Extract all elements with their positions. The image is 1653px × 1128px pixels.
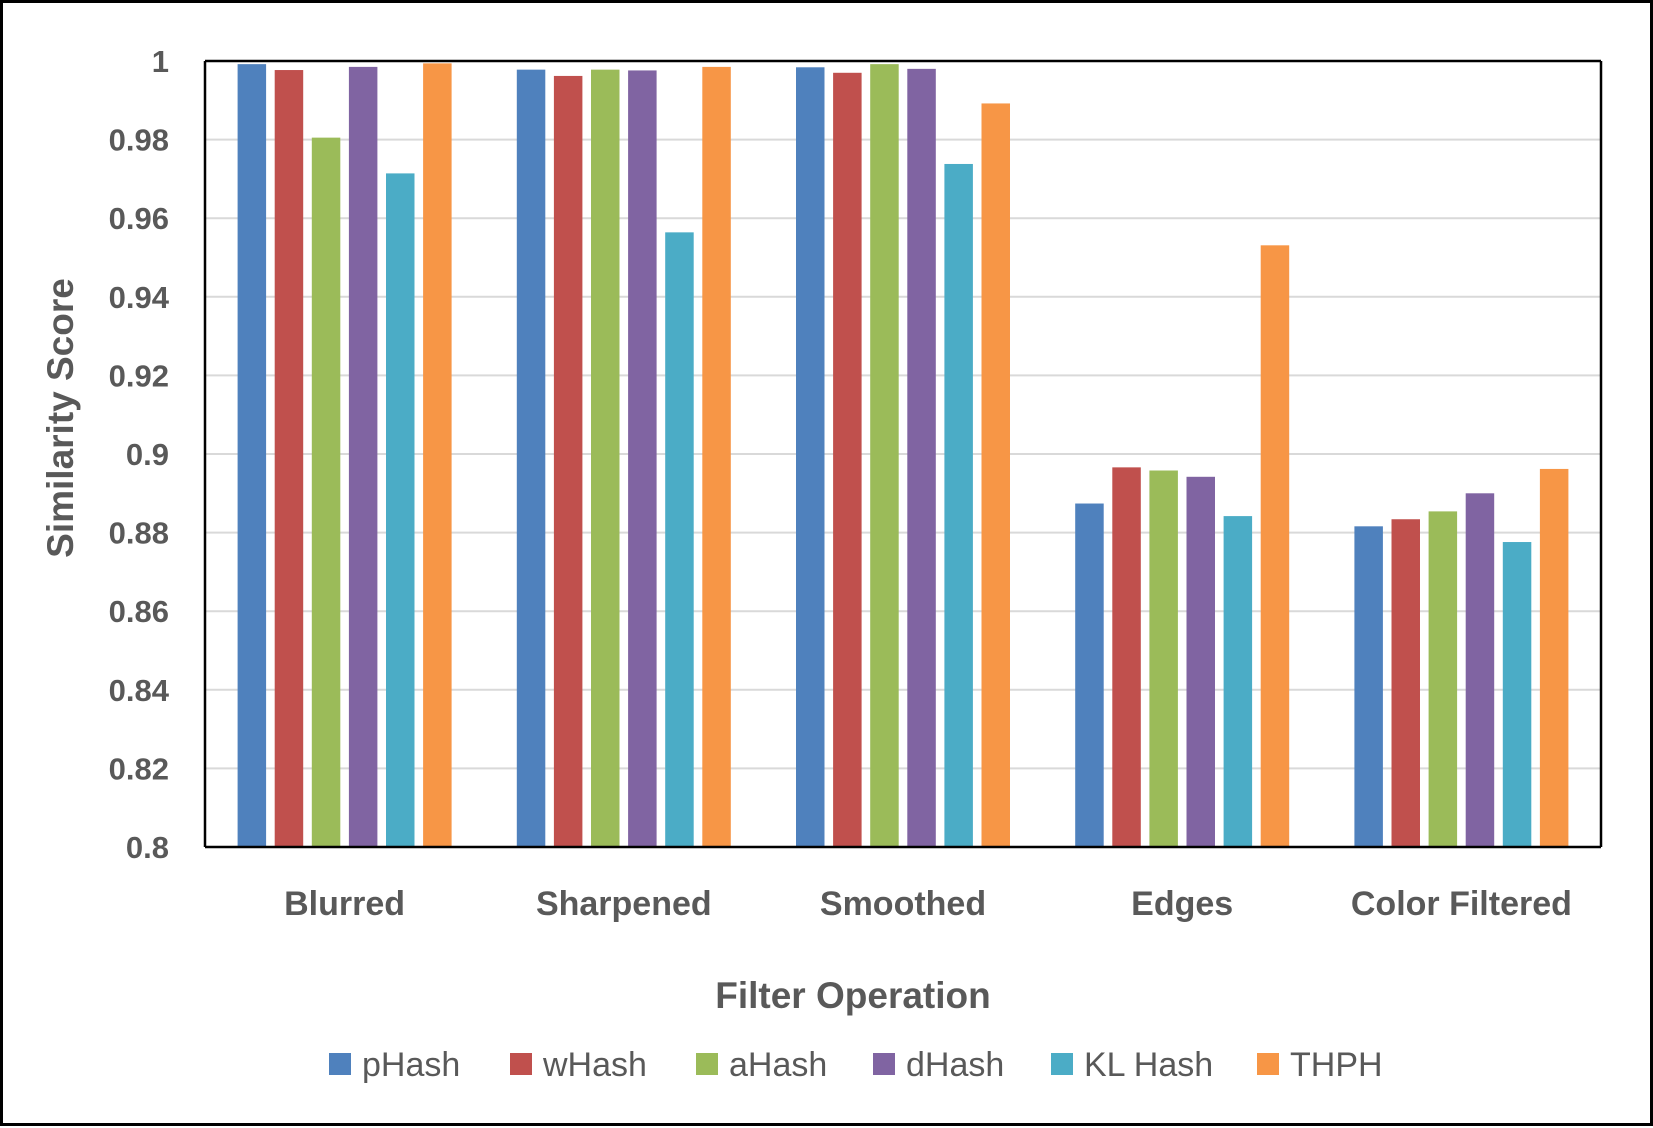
x-category-label: Smoothed (820, 885, 986, 923)
bar-whash (1112, 467, 1141, 847)
legend-swatch (329, 1053, 351, 1075)
bar-whash (274, 70, 304, 847)
bar-thph (1260, 245, 1290, 847)
y-tick-label: 0.82 (109, 751, 169, 786)
bar-whash (833, 72, 862, 848)
legend-swatch (1257, 1053, 1279, 1075)
bar-kl-hash (665, 232, 694, 847)
legend-label: THPH (1290, 1046, 1383, 1084)
y-tick-label: 0.9 (126, 437, 169, 472)
bar-kl-hash (1502, 542, 1532, 847)
bar-phash (796, 67, 825, 847)
bar-dhash (907, 68, 936, 848)
legend-swatch (696, 1053, 718, 1075)
x-category-labels: Blurred Sharpened Smoothed Edges Color Filte… (284, 885, 1572, 923)
y-tick-label: 0.88 (109, 516, 169, 551)
x-category-label: Sharpened (536, 885, 712, 923)
bar-chart: 0.80.820.840.860.880.90.920.940.960.981 … (40, 44, 1603, 1084)
legend: pHash wHash aHash dHash KL Hash THPH (329, 1046, 1383, 1084)
bar-thph (1539, 468, 1569, 847)
y-tick-labels: 0.8 0.82 0.84 0.86 0.88 0.9 0.92 0.94 0.96 0.98 1 (109, 44, 170, 865)
legend-swatch (1051, 1053, 1073, 1075)
y-axis-title: Similarity Score (40, 278, 81, 558)
x-category-label: Blurred (284, 885, 405, 923)
bars (237, 63, 1569, 848)
bar-thph (702, 66, 731, 847)
bar-ahash (1428, 511, 1458, 847)
bar-dhash (1186, 476, 1215, 847)
x-category-label: Edges (1131, 885, 1233, 923)
legend-label: pHash (362, 1046, 460, 1084)
y-tick-label: 0.84 (109, 673, 170, 708)
axes (203, 59, 1603, 849)
x-category-label: Color Filtered (1351, 885, 1572, 923)
legend-swatch (510, 1053, 532, 1075)
bar-thph (423, 63, 452, 847)
bar-dhash (628, 70, 657, 847)
x-axis-title: Filter Operation (715, 975, 990, 1016)
bar-phash (1075, 503, 1104, 847)
bar-kl-hash (1223, 516, 1253, 847)
y-tick-label: 0.86 (109, 594, 169, 629)
bar-ahash (591, 69, 620, 847)
y-tick-label: 0.98 (109, 123, 169, 158)
bar-thph (981, 103, 1010, 848)
y-tick-label: 0.96 (109, 201, 169, 236)
bar-whash (553, 75, 583, 847)
bar-phash (1354, 526, 1383, 847)
y-tick-label: 0.8 (126, 830, 169, 865)
legend-label: wHash (542, 1046, 647, 1084)
bar-whash (1391, 519, 1420, 847)
bar-dhash (348, 66, 378, 847)
legend-label: aHash (729, 1046, 827, 1084)
bar-phash (516, 69, 546, 847)
bar-ahash (1149, 470, 1178, 847)
bar-kl-hash (386, 173, 415, 847)
y-tick-label: 0.94 (109, 280, 170, 315)
bar-ahash (870, 64, 899, 848)
bar-kl-hash (944, 163, 973, 847)
y-tick-label: 0.92 (109, 358, 169, 393)
legend-label: KL Hash (1084, 1046, 1213, 1084)
bar-phash (237, 64, 267, 848)
bar-dhash (1465, 493, 1495, 847)
legend-swatch (873, 1053, 895, 1075)
y-tick-label: 1 (152, 44, 169, 79)
bar-ahash (311, 137, 341, 847)
legend-label: dHash (906, 1046, 1004, 1084)
